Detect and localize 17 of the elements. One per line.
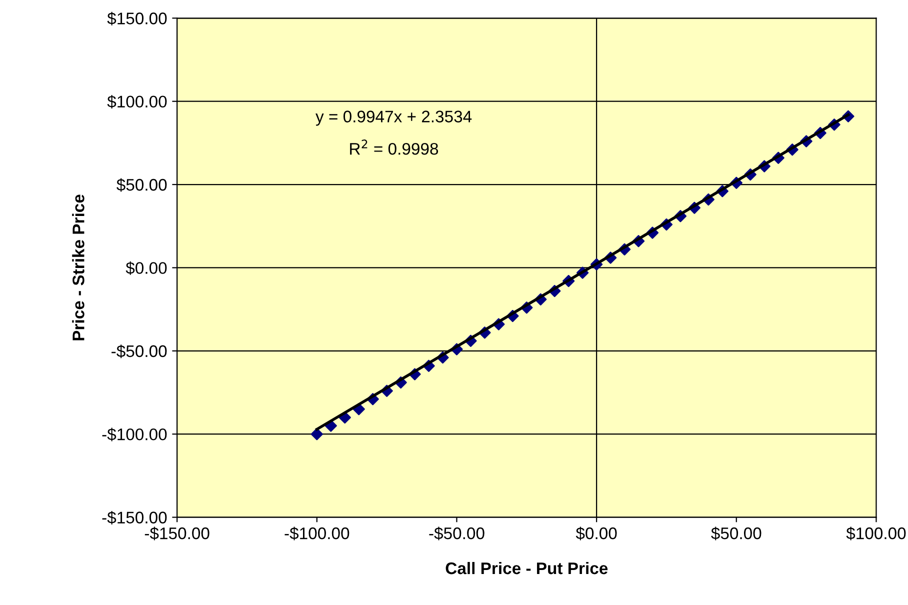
y-tick-label: $150.00 — [107, 12, 167, 26]
x-tick-label: -$100.00 — [284, 526, 350, 540]
x-tick-label: $50.00 — [711, 526, 762, 540]
y-tick-label: -$100.00 — [102, 428, 167, 442]
y-tick-label: $50.00 — [116, 178, 167, 192]
y-tick-label: -$50.00 — [112, 344, 167, 358]
y-tick-label: -$150.00 — [102, 510, 167, 524]
x-tick-label: $100.00 — [846, 526, 906, 540]
x-tick-label: -$150.00 — [144, 526, 210, 540]
x-axis-title: Call Price - Put Price — [446, 562, 608, 574]
y-axis-title: Price - Strike Price — [72, 194, 84, 340]
x-tick-label: $0.00 — [576, 526, 617, 540]
y-tick-label: $100.00 — [107, 95, 167, 109]
y-tick-label: $0.00 — [126, 261, 167, 275]
annotation: R$^{2}$ = 0.9998 — [350, 140, 438, 155]
annotation: y = 0.9947x + 2.3534 — [316, 110, 472, 126]
x-tick-label: -$50.00 — [429, 526, 484, 540]
